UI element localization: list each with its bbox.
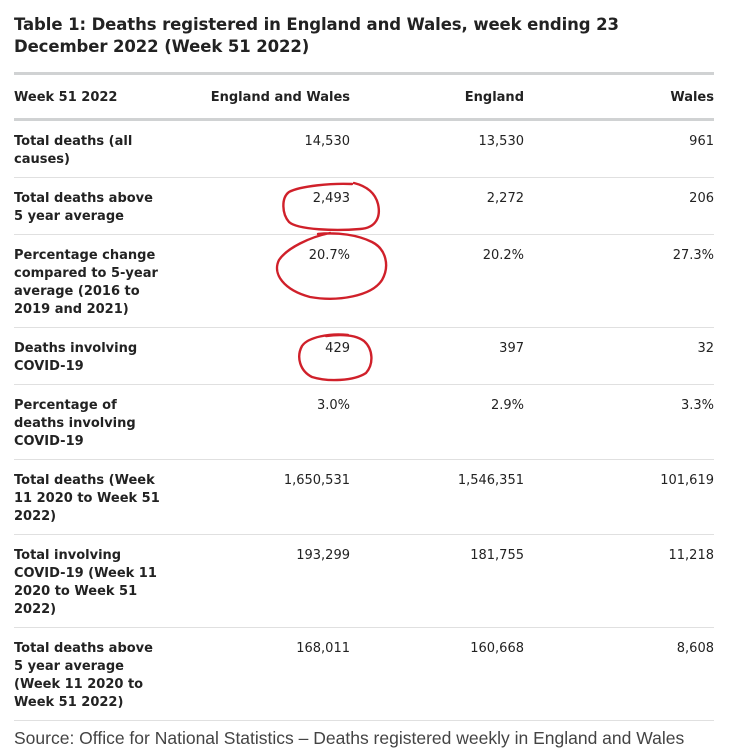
row-label: Deaths involving COVID-19 bbox=[14, 327, 174, 385]
source-note: Source: Office for National Statistics –… bbox=[14, 727, 685, 748]
table-row: Total deaths above 5 year average (Week … bbox=[14, 627, 714, 721]
header-england: England bbox=[350, 75, 524, 121]
header-england-and-wales: England and Wales bbox=[174, 75, 350, 121]
cell-england-and-wales: 168,011 bbox=[174, 627, 350, 721]
cell-england-and-wales: 429 bbox=[174, 327, 350, 385]
cell-wales: 3.3% bbox=[524, 384, 714, 460]
row-label: Total involving COVID-19 (Week 11 2020 t… bbox=[14, 534, 174, 628]
table-header-row: Week 51 2022 England and Wales England W… bbox=[14, 75, 714, 121]
row-label: Total deaths above 5 year average (Week … bbox=[14, 627, 174, 721]
cell-wales: 27.3% bbox=[524, 234, 714, 328]
cell-wales: 206 bbox=[524, 177, 714, 235]
cell-wales: 101,619 bbox=[524, 459, 714, 535]
table-row: Deaths involving COVID-19 429 397 32 bbox=[14, 327, 714, 385]
cell-england: 181,755 bbox=[350, 534, 524, 628]
row-label: Percentage change compared to 5-year ave… bbox=[14, 234, 174, 328]
header-week: Week 51 2022 bbox=[14, 75, 174, 121]
row-label: Total deaths (Week 11 2020 to Week 51 20… bbox=[14, 459, 174, 535]
cell-wales: 961 bbox=[524, 119, 714, 178]
cell-england: 2,272 bbox=[350, 177, 524, 235]
row-label: Percentage of deaths involving COVID-19 bbox=[14, 384, 174, 460]
cell-england: 160,668 bbox=[350, 627, 524, 721]
table-row: Total involving COVID-19 (Week 11 2020 t… bbox=[14, 534, 714, 628]
table-row: Total deaths above 5 year average 2,493 … bbox=[14, 177, 714, 235]
deaths-table: Week 51 2022 England and Wales England W… bbox=[14, 75, 714, 721]
cell-england-and-wales: 193,299 bbox=[174, 534, 350, 628]
cell-england-and-wales: 2,493 bbox=[174, 177, 350, 235]
cell-wales: 32 bbox=[524, 327, 714, 385]
cell-wales: 11,218 bbox=[524, 534, 714, 628]
table-row: Percentage of deaths involving COVID-19 … bbox=[14, 384, 714, 460]
table-row: Total deaths (all causes) 14,530 13,530 … bbox=[14, 119, 714, 178]
cell-wales: 8,608 bbox=[524, 627, 714, 721]
table-title: Table 1: Deaths registered in England an… bbox=[14, 14, 714, 75]
row-label: Total deaths (all causes) bbox=[14, 119, 174, 178]
cell-england-and-wales: 1,650,531 bbox=[174, 459, 350, 535]
table-row: Percentage change compared to 5-year ave… bbox=[14, 234, 714, 328]
cell-england: 397 bbox=[350, 327, 524, 385]
cell-england: 2.9% bbox=[350, 384, 524, 460]
table-row: Total deaths (Week 11 2020 to Week 51 20… bbox=[14, 459, 714, 535]
row-label: Total deaths above 5 year average bbox=[14, 177, 174, 235]
table-container: Table 1: Deaths registered in England an… bbox=[14, 0, 714, 754]
cell-england: 1,546,351 bbox=[350, 459, 524, 535]
cell-england: 20.2% bbox=[350, 234, 524, 328]
cell-england: 13,530 bbox=[350, 119, 524, 178]
header-wales: Wales bbox=[524, 75, 714, 121]
cell-england-and-wales: 20.7% bbox=[174, 234, 350, 328]
cell-england-and-wales: 3.0% bbox=[174, 384, 350, 460]
cell-england-and-wales: 14,530 bbox=[174, 119, 350, 178]
